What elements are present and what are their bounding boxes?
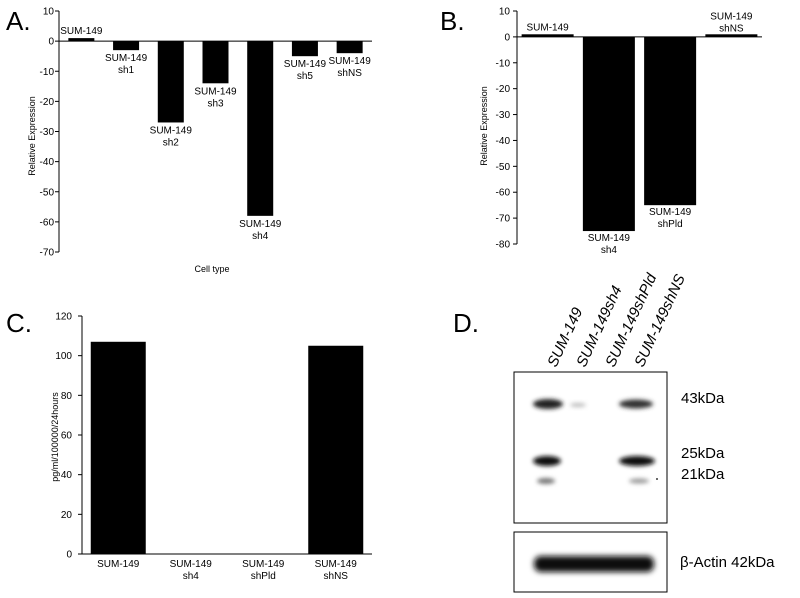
chartB-ytick-label: -10 bbox=[496, 58, 511, 69]
chartC-bar bbox=[90, 341, 146, 554]
panel-a-letter: A. bbox=[6, 6, 31, 36]
chartA-category-label: SUM-149 bbox=[239, 219, 282, 230]
chartA-ytick-label: -40 bbox=[40, 157, 55, 168]
chartC-category-label: shPld bbox=[251, 571, 276, 582]
chartC-category-label: SUM-149 bbox=[315, 559, 358, 570]
chartB-bar bbox=[705, 34, 758, 37]
chartC-category-label: sh4 bbox=[183, 571, 200, 582]
marker-25kda: 25kDa bbox=[681, 445, 725, 462]
chart-b: Relative Expression 10 0 -10 -20 -30 -40 -50 -6… bbox=[479, 7, 762, 256]
chartC-ytick-label: 20 bbox=[61, 510, 73, 521]
band-43-lane2 bbox=[570, 403, 586, 407]
chart-a-ylabel: Relative Expression bbox=[27, 96, 37, 176]
chartB-ytick-label: 10 bbox=[499, 7, 511, 18]
chartB-bar bbox=[521, 34, 574, 37]
chartB-category-label: SUM-149 bbox=[588, 233, 631, 244]
chartA-category-label: SUM-149 bbox=[284, 59, 327, 70]
chartC-ytick-label: 100 bbox=[55, 351, 72, 362]
chartB-ytick-label: -80 bbox=[496, 240, 511, 251]
band-43-lane1 bbox=[533, 399, 563, 409]
chartB-ytick-label: -70 bbox=[496, 214, 511, 225]
chartB-category-label: shNS bbox=[719, 23, 744, 34]
actin-label: β-Actin 42kDa bbox=[680, 554, 775, 571]
chartC-bar bbox=[308, 345, 364, 554]
chartA-category-label: sh5 bbox=[297, 71, 314, 82]
chart-c: pg/ml/100000/24hours 0 20 40 60 80 100 120 SUM-… bbox=[50, 312, 372, 582]
blot-speck bbox=[656, 478, 658, 480]
panel-c-letter: C. bbox=[6, 308, 32, 338]
chart-a: Relative Expression Cell type 10 0 -10 -20 -… bbox=[27, 7, 372, 274]
chartB-ytick-label: -30 bbox=[496, 110, 511, 121]
chartA-ytick-label: -20 bbox=[40, 97, 55, 108]
chartA-ytick-label: -10 bbox=[40, 67, 55, 78]
chartB-category-label: SUM-149 bbox=[527, 22, 570, 33]
chartA-bar bbox=[113, 41, 140, 51]
chartA-category-label: SUM-149 bbox=[194, 86, 237, 97]
chart-b-ylabel: Relative Expression bbox=[479, 86, 489, 166]
chartA-category-label: SUM-149 bbox=[329, 56, 372, 67]
chartA-bar bbox=[157, 41, 184, 123]
chartA-category-label: SUM-149 bbox=[60, 26, 103, 37]
chartA-category-label: SUM-149 bbox=[105, 53, 148, 64]
chartA-ytick-label: -70 bbox=[40, 248, 55, 259]
chartB-ytick-label: -20 bbox=[496, 84, 511, 95]
marker-43kda: 43kDa bbox=[681, 390, 725, 407]
chartA-bar bbox=[336, 41, 363, 54]
chartB-category-label: sh4 bbox=[601, 245, 618, 256]
band-21-lane1 bbox=[537, 478, 555, 484]
chartA-ytick-label: -30 bbox=[40, 127, 55, 138]
chartC-ytick-label: 40 bbox=[61, 470, 73, 481]
western-blot: SUM-149SUM-149sh4SUM-149shPldSUM-149shNS… bbox=[513, 270, 775, 593]
panel-b-letter: B. bbox=[440, 6, 465, 36]
chartB-ytick-label: -40 bbox=[496, 136, 511, 147]
chartA-bar bbox=[247, 41, 274, 216]
chartA-bar bbox=[291, 41, 318, 57]
chartC-ytick-label: 120 bbox=[55, 312, 72, 323]
chartB-category-label: shPld bbox=[658, 219, 683, 230]
chartA-category-label: sh4 bbox=[252, 231, 269, 242]
chartC-category-label: SUM-149 bbox=[97, 559, 140, 570]
chart-c-ylabel: pg/ml/100000/24hours bbox=[50, 392, 60, 482]
marker-21kda: 21kDa bbox=[681, 466, 725, 483]
chartC-category-label: SUM-149 bbox=[242, 559, 285, 570]
chartC-category-label: SUM-149 bbox=[170, 559, 213, 570]
chartA-category-label: sh2 bbox=[163, 137, 180, 148]
chartA-category-label: shNS bbox=[337, 68, 362, 79]
chartA-category-label: sh1 bbox=[118, 65, 135, 76]
band-21-lane4 bbox=[629, 478, 649, 484]
band-43-lane4 bbox=[619, 399, 653, 409]
chartB-bar bbox=[582, 36, 635, 232]
chartA-category-label: sh3 bbox=[207, 98, 224, 109]
chartA-bar bbox=[68, 38, 95, 42]
chartC-category-label: shNS bbox=[324, 571, 349, 582]
chartC-ytick-label: 80 bbox=[61, 391, 73, 402]
chartC-ytick-label: 0 bbox=[66, 550, 72, 561]
band-actin bbox=[534, 556, 654, 572]
panel-d-letter: D. bbox=[453, 308, 479, 338]
chartB-ytick-label: 0 bbox=[504, 32, 510, 43]
chart-a-xlabel: Cell type bbox=[194, 264, 229, 274]
band-25-lane4 bbox=[619, 456, 655, 466]
chartA-ytick-label: 10 bbox=[43, 7, 55, 18]
chartB-ytick-label: -60 bbox=[496, 188, 511, 199]
chartB-ytick-label: -50 bbox=[496, 162, 511, 173]
chartC-ytick-label: 60 bbox=[61, 431, 73, 442]
chartB-bar bbox=[644, 36, 697, 206]
chartA-ytick-label: -60 bbox=[40, 217, 55, 228]
blot-main-frame bbox=[513, 371, 668, 524]
chartB-category-label: SUM-149 bbox=[710, 11, 753, 22]
band-25-lane1 bbox=[533, 456, 561, 466]
chartA-bar bbox=[202, 41, 229, 84]
chartA-ytick-label: -50 bbox=[40, 187, 55, 198]
chartB-category-label: SUM-149 bbox=[649, 207, 692, 218]
chartA-ytick-label: 0 bbox=[48, 37, 54, 48]
chartA-category-label: SUM-149 bbox=[150, 125, 193, 136]
